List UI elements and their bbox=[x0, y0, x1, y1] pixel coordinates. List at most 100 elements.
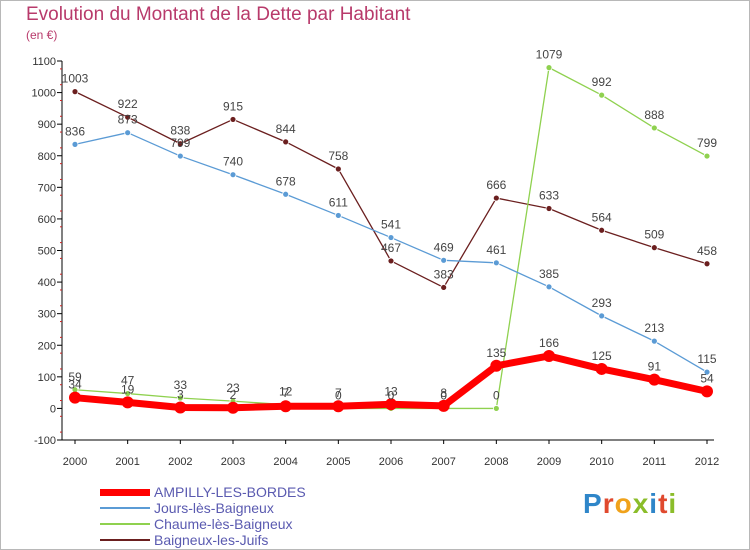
data-label: 633 bbox=[539, 188, 559, 202]
data-point bbox=[124, 129, 132, 137]
data-point bbox=[492, 194, 500, 202]
data-point bbox=[387, 234, 395, 241]
legend-swatch bbox=[100, 523, 150, 525]
y-tick-label: 700 bbox=[38, 182, 56, 194]
y-tick-label: 400 bbox=[38, 277, 56, 289]
data-point bbox=[703, 152, 711, 160]
data-label: 383 bbox=[434, 267, 454, 281]
x-tick-label: 2001 bbox=[115, 456, 139, 468]
data-label: 0 bbox=[335, 388, 342, 402]
y-tick-label: 0 bbox=[50, 403, 56, 415]
legend-label: Chaume-lès-Baigneux bbox=[154, 516, 293, 532]
data-label: 166 bbox=[539, 336, 559, 350]
data-label: 59 bbox=[68, 370, 82, 384]
data-label: 467 bbox=[381, 241, 401, 255]
legend-label: Jours-lès-Baigneux bbox=[154, 500, 274, 516]
data-point bbox=[492, 405, 500, 412]
data-point bbox=[650, 337, 658, 345]
data-label: 678 bbox=[276, 174, 296, 188]
data-label: 13 bbox=[384, 384, 398, 398]
y-tick-label: 600 bbox=[38, 214, 56, 226]
proxiti-logo: Proxiti bbox=[583, 488, 678, 519]
x-tick-label: 2008 bbox=[484, 456, 508, 468]
data-label: 992 bbox=[592, 75, 612, 89]
data-point bbox=[332, 400, 345, 413]
data-label: 458 bbox=[697, 244, 717, 258]
data-label: 0 bbox=[440, 388, 447, 402]
data-label: 91 bbox=[648, 360, 662, 374]
data-label: 12 bbox=[279, 385, 293, 399]
data-label: 385 bbox=[539, 267, 559, 281]
data-label: 844 bbox=[276, 122, 296, 136]
data-point bbox=[174, 401, 187, 414]
data-label: 469 bbox=[434, 240, 454, 254]
data-point bbox=[71, 88, 79, 96]
y-tick-label: 1000 bbox=[32, 88, 56, 100]
data-label: 758 bbox=[328, 149, 348, 163]
data-point bbox=[437, 399, 450, 412]
data-point bbox=[598, 312, 606, 320]
data-point bbox=[387, 257, 395, 265]
y-tick-label: -100 bbox=[34, 435, 56, 447]
data-point bbox=[598, 226, 606, 234]
x-tick-label: 2006 bbox=[379, 456, 403, 468]
x-tick-label: 2002 bbox=[168, 456, 192, 468]
data-label: 888 bbox=[644, 108, 664, 122]
data-label: 611 bbox=[329, 195, 348, 209]
chart-title: Evolution du Montant de la Dette par Hab… bbox=[26, 4, 411, 25]
data-label: 461 bbox=[486, 243, 506, 257]
data-label: 838 bbox=[170, 124, 190, 138]
legend-swatch bbox=[100, 488, 150, 496]
data-label: 213 bbox=[644, 321, 664, 335]
x-tick-label: 2003 bbox=[221, 456, 245, 468]
data-label: 7 bbox=[335, 386, 342, 400]
data-label: 541 bbox=[381, 218, 401, 232]
data-point bbox=[545, 64, 553, 72]
data-point bbox=[124, 113, 132, 121]
data-point bbox=[279, 400, 292, 413]
data-label: 23 bbox=[226, 381, 240, 395]
data-label: 33 bbox=[174, 378, 188, 392]
data-point bbox=[176, 140, 184, 148]
y-tick-label: 800 bbox=[38, 151, 56, 163]
y-tick-label: 200 bbox=[38, 340, 56, 352]
data-point bbox=[334, 212, 342, 219]
data-point bbox=[545, 205, 553, 212]
data-label: 509 bbox=[644, 228, 664, 242]
data-label: 47 bbox=[121, 374, 135, 388]
data-label: 922 bbox=[118, 97, 138, 111]
data-point bbox=[650, 244, 658, 252]
data-point bbox=[69, 391, 81, 404]
data-point bbox=[71, 140, 79, 148]
data-point bbox=[545, 283, 553, 291]
x-tick-label: 2012 bbox=[695, 456, 719, 468]
data-label: 0 bbox=[493, 388, 500, 402]
data-label: 3 bbox=[177, 387, 184, 401]
data-label: 1003 bbox=[62, 72, 89, 86]
x-tick-label: 2009 bbox=[537, 456, 561, 468]
data-point bbox=[176, 152, 184, 160]
data-label: 125 bbox=[592, 349, 612, 363]
data-label: 54 bbox=[700, 371, 714, 385]
data-label: 0 bbox=[388, 388, 395, 402]
data-label: 2 bbox=[230, 388, 237, 402]
data-point bbox=[121, 396, 134, 409]
data-label: 19 bbox=[121, 382, 135, 396]
data-label: 836 bbox=[65, 124, 85, 138]
legend-swatch bbox=[100, 507, 150, 509]
data-point bbox=[282, 190, 290, 198]
data-point bbox=[440, 256, 448, 264]
data-label: 293 bbox=[592, 296, 612, 310]
data-point bbox=[595, 362, 608, 375]
data-point bbox=[440, 284, 448, 291]
x-tick-label: 2010 bbox=[589, 456, 613, 468]
data-point bbox=[703, 368, 711, 376]
data-point bbox=[492, 259, 500, 267]
legend-label: Baigneux-les-Juifs bbox=[154, 532, 269, 548]
data-label: 8 bbox=[440, 386, 447, 400]
x-tick-label: 2005 bbox=[326, 456, 350, 468]
x-tick-label: 2000 bbox=[63, 456, 87, 468]
y-tick-label: 1100 bbox=[32, 56, 56, 68]
data-point bbox=[701, 385, 713, 398]
